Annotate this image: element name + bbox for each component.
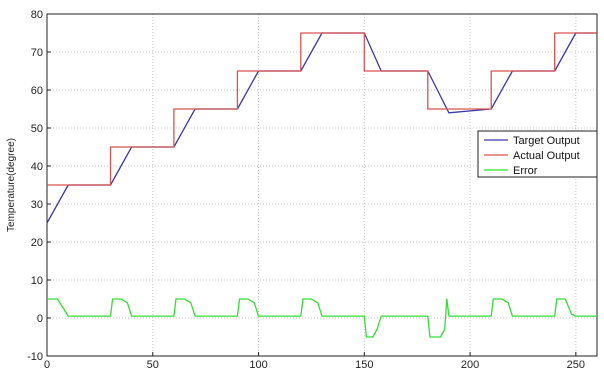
y-tick-label: 80	[31, 9, 43, 21]
series-line-actual-output	[47, 32, 597, 186]
y-tick-label: 70	[31, 47, 43, 59]
y-tick-label: 0	[37, 313, 43, 325]
y-tick-label: 60	[31, 85, 43, 97]
legend-entry-label: Error	[513, 165, 538, 177]
y-tick-label: 20	[31, 237, 43, 249]
y-tick-label: -10	[27, 351, 43, 363]
y-tick-label: 30	[31, 199, 43, 211]
x-tick-label: 250	[567, 359, 585, 369]
series-lines	[46, 32, 597, 338]
legend-entry-label: Target Output	[513, 135, 580, 147]
y-tick-label: 10	[31, 275, 43, 287]
x-tick-label: 50	[147, 359, 159, 369]
y-axis-label: Temperature(degree)	[6, 138, 17, 232]
x-tick-label: 100	[249, 359, 267, 369]
series-line-error	[47, 298, 597, 338]
x-tick-label: 0	[44, 359, 50, 369]
legend-entry-label: Actual Output	[513, 150, 580, 162]
y-tick-label: 40	[31, 161, 43, 173]
legend: Target Output Actual Output Error	[477, 130, 598, 178]
x-tick-label: 150	[355, 359, 373, 369]
x-tick-label: 200	[461, 359, 479, 369]
legend-box	[477, 130, 598, 178]
y-tick-label: 50	[31, 123, 43, 135]
